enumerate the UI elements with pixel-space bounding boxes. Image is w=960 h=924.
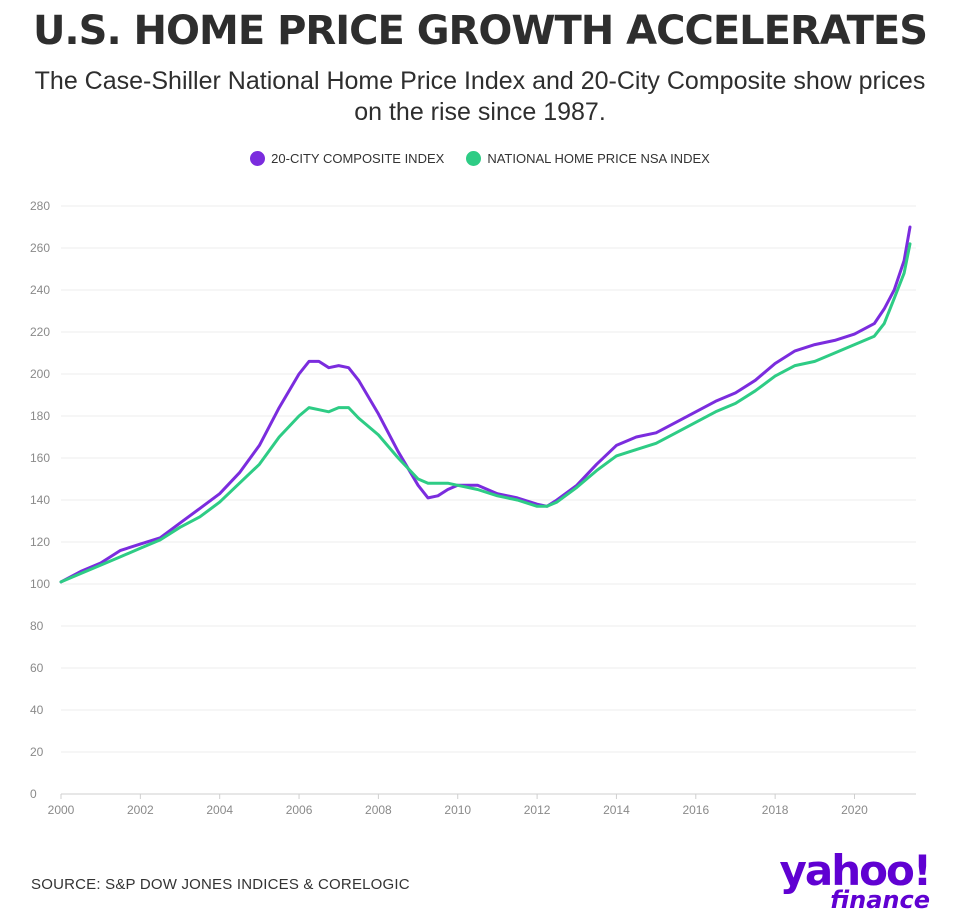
legend-swatch-national	[466, 151, 482, 166]
series-line-national	[59, 242, 912, 584]
x-tick-label: 2016	[682, 803, 709, 817]
x-tick-label: 2002	[127, 803, 154, 817]
legend-label-20-city: 20-CITY COMPOSITE INDEX	[271, 151, 445, 166]
y-tick-label: 80	[30, 619, 44, 633]
series-line-20-city	[59, 225, 912, 584]
y-tick-label: 160	[30, 451, 50, 465]
y-tick-label: 100	[30, 577, 50, 591]
subtitle-line-1: The Case-Shiller National Home Price Ind…	[34, 67, 926, 95]
y-tick-label: 200	[30, 367, 50, 381]
x-tick-label: 2010	[444, 803, 471, 817]
y-tick-label: 0	[30, 787, 37, 801]
x-tick-label: 2000	[48, 803, 75, 817]
source-note: SOURCE: S&P DOW JONES INDICES & CORELOGI…	[31, 876, 410, 893]
y-tick-label: 140	[30, 493, 50, 507]
legend: 20-CITY COMPOSITE INDEX NATIONAL HOME PR…	[0, 151, 960, 166]
y-tick-label: 260	[30, 241, 50, 255]
x-tick-label: 2018	[762, 803, 789, 817]
legend-swatch-20-city	[250, 151, 266, 166]
x-tick-label: 2012	[524, 803, 551, 817]
y-tick-label: 40	[30, 703, 44, 717]
chart-title: U.S. HOME PRICE GROWTH ACCELERATES	[32, 8, 928, 54]
y-tick-label: 220	[30, 325, 50, 339]
yahoo-finance-logo: yahoo! finance	[779, 846, 932, 914]
y-tick-label: 60	[30, 661, 44, 675]
y-tick-label: 280	[30, 199, 50, 213]
legend-label-national: NATIONAL HOME PRICE NSA INDEX	[487, 151, 710, 166]
x-tick-label: 2014	[603, 803, 630, 817]
subtitle-line-2: on the rise since 1987.	[354, 98, 606, 126]
y-tick-label: 180	[30, 409, 50, 423]
chart-subtitle: The Case-Shiller National Home Price Ind…	[0, 66, 960, 128]
x-tick-label: 2020	[841, 803, 868, 817]
x-tick-label: 2006	[286, 803, 313, 817]
legend-item-20-city: 20-CITY COMPOSITE INDEX	[250, 151, 444, 166]
x-tick-label: 2008	[365, 803, 392, 817]
y-tick-label: 240	[30, 283, 50, 297]
x-tick-label: 2004	[206, 803, 233, 817]
y-tick-label: 120	[30, 535, 50, 549]
legend-item-national: NATIONAL HOME PRICE NSA INDEX	[466, 151, 710, 166]
y-tick-label: 20	[30, 745, 44, 759]
